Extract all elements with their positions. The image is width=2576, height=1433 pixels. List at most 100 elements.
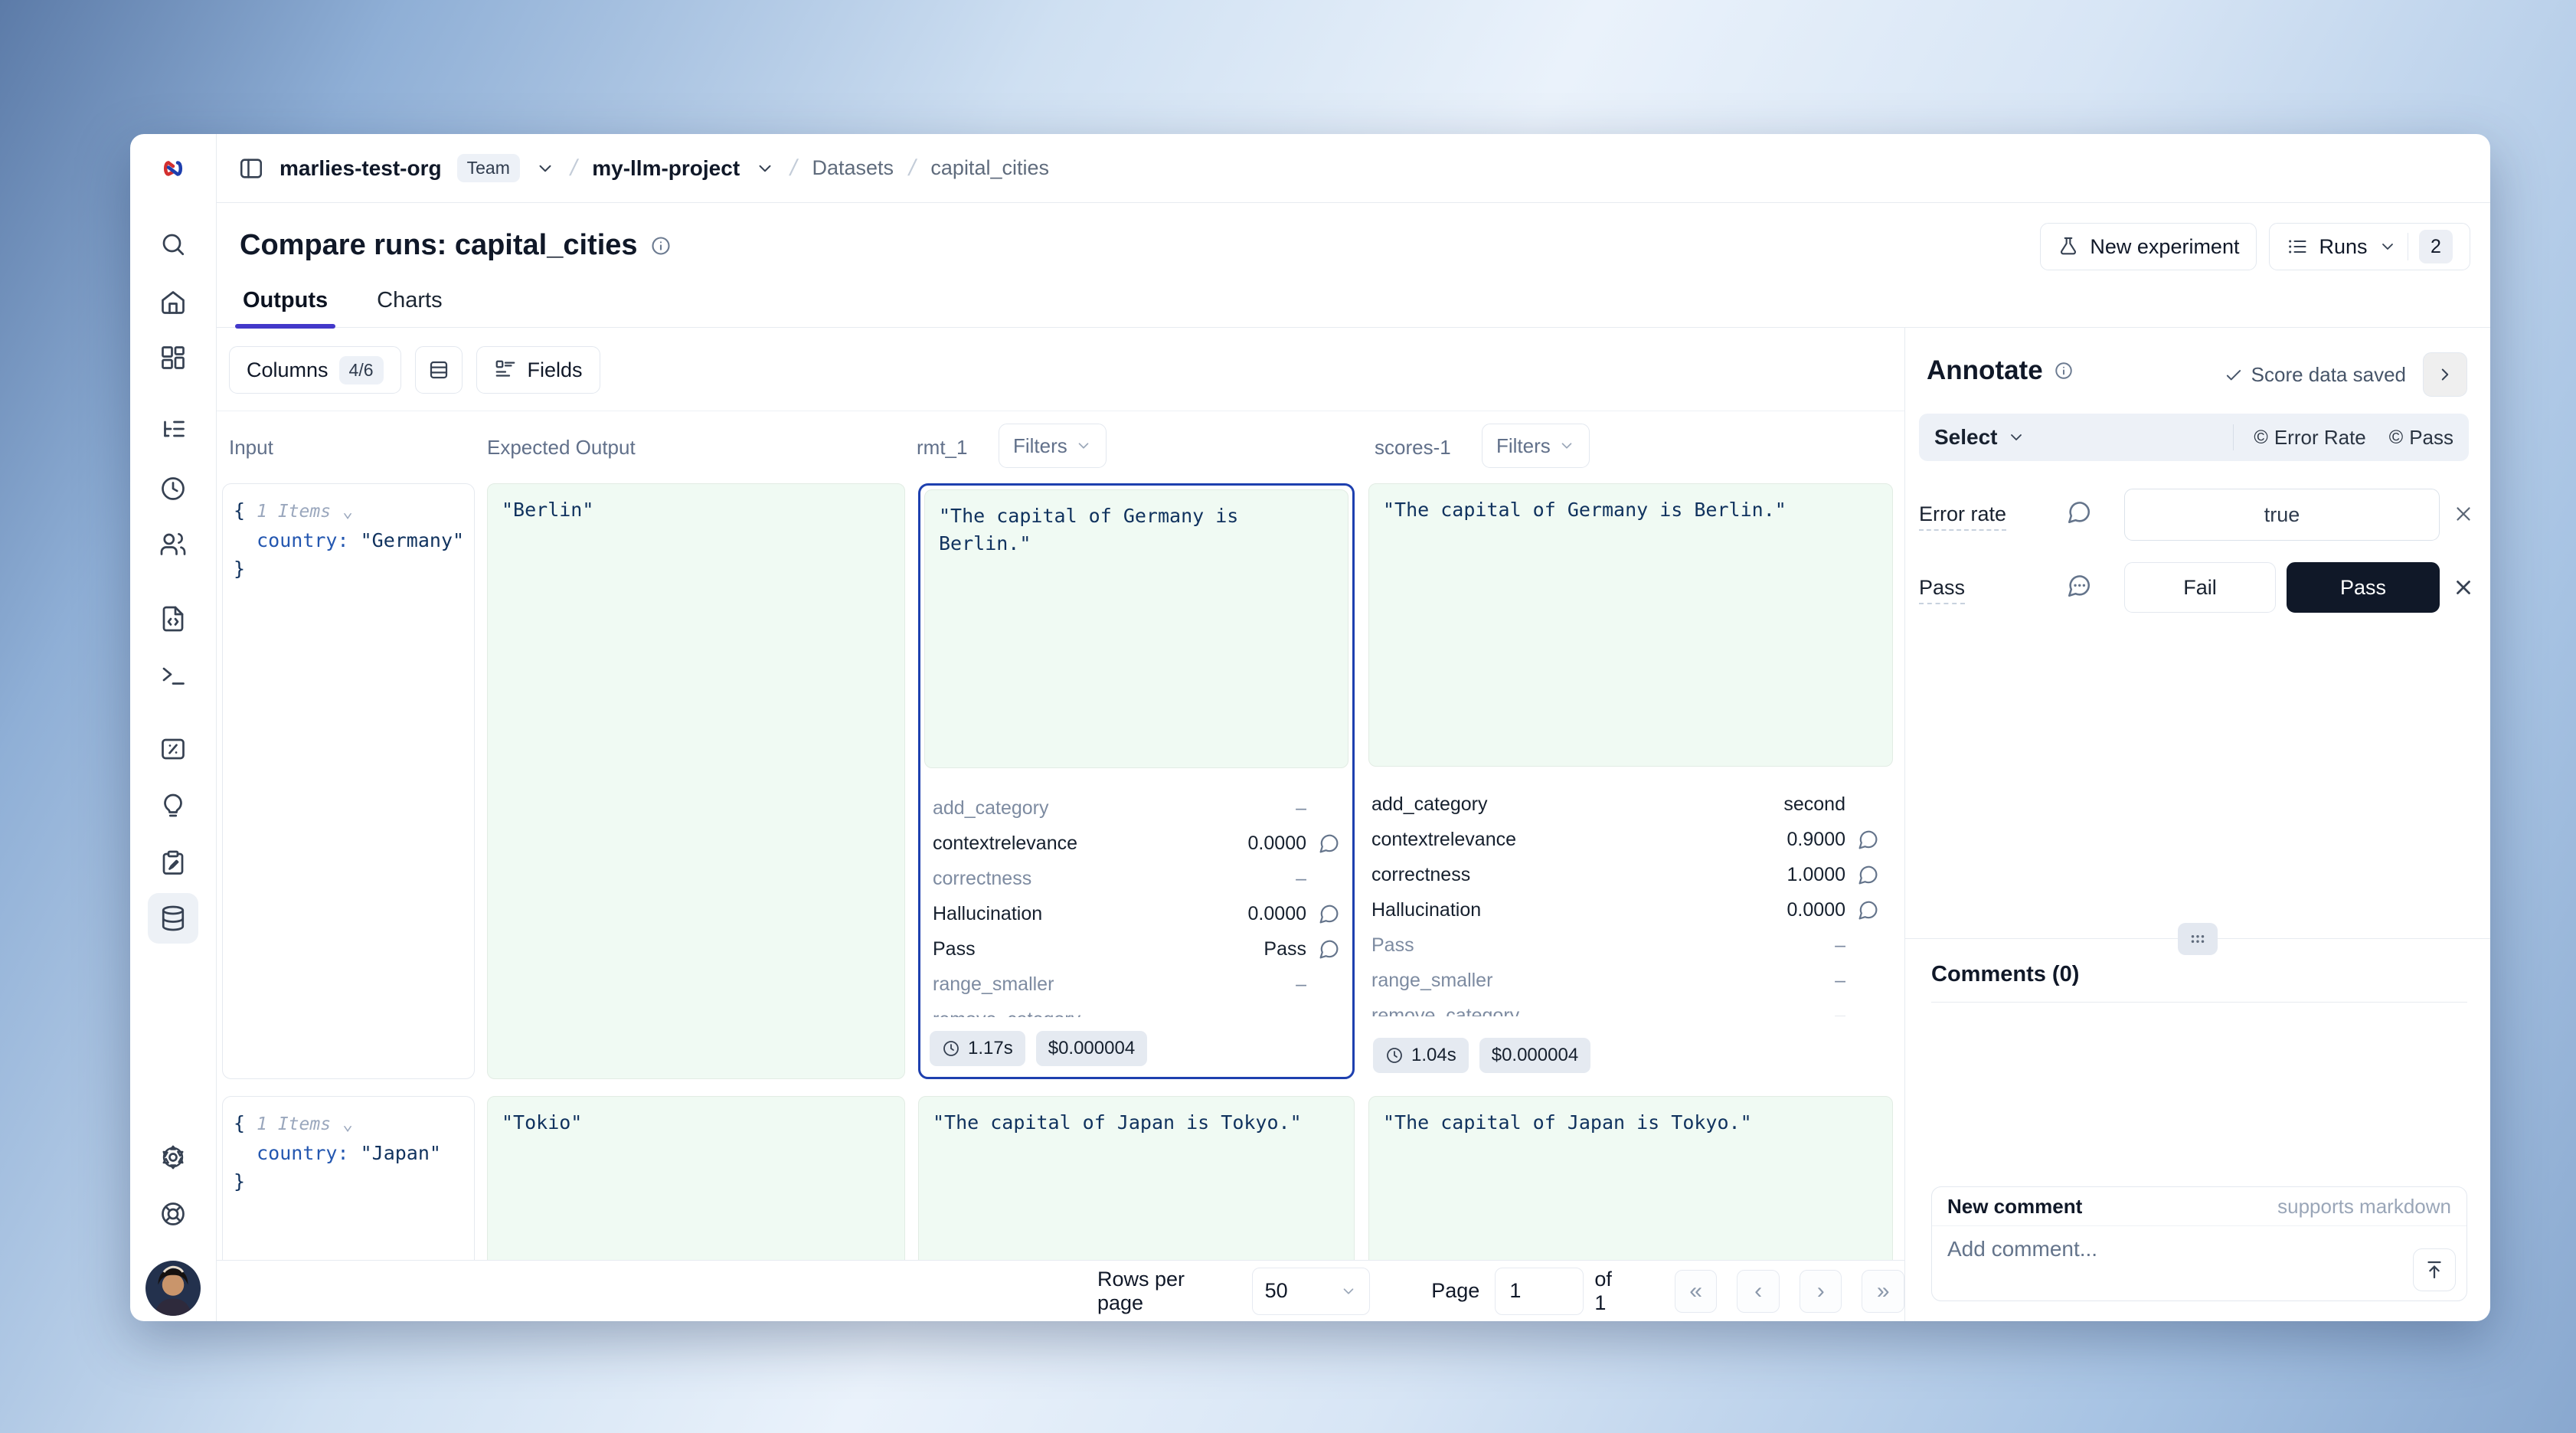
comments-divider bbox=[1931, 1002, 2467, 1003]
rows-per-page-select[interactable]: 50 bbox=[1251, 1267, 1371, 1315]
page-number-input[interactable] bbox=[1495, 1267, 1584, 1315]
column-header-input[interactable]: Input bbox=[229, 436, 273, 459]
run1-scores-list: add_category – contextrelevance 0.0000 cor… bbox=[920, 772, 1352, 1017]
lightbulb-icon[interactable] bbox=[159, 793, 187, 820]
chevron-down-icon bbox=[1343, 1287, 1354, 1294]
chevron-down-icon[interactable]: ⌄ bbox=[342, 502, 353, 522]
comment-icon[interactable] bbox=[1857, 829, 1879, 851]
column-header-run2[interactable]: scores-1 bbox=[1375, 436, 1451, 459]
users-icon[interactable] bbox=[159, 530, 187, 558]
markdown-hint: supports markdown bbox=[2277, 1194, 2451, 1218]
comment-icon[interactable] bbox=[1318, 938, 1340, 960]
prompts-file-icon[interactable] bbox=[159, 605, 187, 633]
chevron-right-icon bbox=[2441, 368, 2449, 381]
run2-output-box: "The capital of Germany is Berlin." bbox=[1368, 483, 1893, 767]
last-page-button[interactable]: » bbox=[1862, 1269, 1904, 1313]
comment-icon[interactable] bbox=[1857, 899, 1879, 921]
score-row: range_smaller – bbox=[933, 973, 1306, 995]
chevron-down-icon[interactable]: ⌄ bbox=[342, 1114, 353, 1134]
chip-error-rate[interactable]: © Error Rate bbox=[2254, 425, 2366, 449]
comment-icon[interactable] bbox=[1857, 864, 1879, 886]
pass-option-button[interactable]: Pass bbox=[2287, 562, 2440, 613]
clear-score-icon[interactable] bbox=[2452, 502, 2475, 529]
first-page-button[interactable]: « bbox=[1674, 1269, 1718, 1313]
search-icon[interactable] bbox=[159, 231, 187, 258]
columns-button[interactable]: Columns 4/6 bbox=[229, 346, 401, 394]
cost-badge: $0.000004 bbox=[1479, 1038, 1591, 1073]
tab-charts[interactable]: Charts bbox=[377, 288, 443, 312]
fail-option-button[interactable]: Fail bbox=[2124, 562, 2276, 613]
breadcrumb-datasets[interactable]: Datasets bbox=[812, 156, 894, 179]
comment-input[interactable] bbox=[1932, 1226, 2361, 1297]
select-score-dropdown[interactable]: Select bbox=[1934, 425, 2025, 450]
error-rate-label[interactable]: Error rate bbox=[1919, 502, 2007, 531]
comment-icon[interactable] bbox=[2066, 499, 2092, 529]
chevron-down-icon[interactable] bbox=[535, 159, 555, 178]
tracing-icon[interactable] bbox=[159, 417, 187, 445]
info-icon[interactable] bbox=[2054, 361, 2074, 381]
run1-filters-button[interactable]: Filters bbox=[999, 424, 1107, 468]
annotate-title: Annotate bbox=[1927, 355, 2074, 386]
row-height-button[interactable] bbox=[414, 346, 463, 394]
next-page-button[interactable]: › bbox=[1799, 1269, 1842, 1313]
previous-page-button[interactable]: ‹ bbox=[1737, 1269, 1780, 1313]
home-icon[interactable] bbox=[159, 289, 187, 316]
next-item-button[interactable] bbox=[2423, 352, 2467, 397]
input-cell[interactable]: { 1 Items ⌄ country: "Japan" } bbox=[222, 1096, 475, 1260]
comment-icon[interactable] bbox=[1318, 903, 1340, 925]
expected-output-cell[interactable]: "Berlin" bbox=[487, 483, 905, 1079]
run1-output-cell[interactable]: "The capital of Japan is Tokyo." bbox=[918, 1096, 1355, 1260]
sidebar-toggle-icon[interactable] bbox=[238, 155, 264, 182]
breadcrumb-org[interactable]: marlies-test-org bbox=[280, 155, 442, 180]
breadcrumb: marlies-test-org Team / my-llm-project /… bbox=[217, 134, 2490, 203]
breadcrumb-separator: / bbox=[567, 155, 580, 181]
run1-output-cell-selected[interactable]: "The capital of Germany is Berlin." add_… bbox=[918, 483, 1355, 1079]
comment-icon[interactable] bbox=[1318, 833, 1340, 855]
chevron-down-icon[interactable] bbox=[755, 159, 775, 178]
config-icon: © bbox=[2388, 426, 2404, 448]
tab-outputs[interactable]: Outputs bbox=[235, 288, 336, 329]
submit-comment-button[interactable] bbox=[2413, 1248, 2456, 1291]
pass-label[interactable]: Pass bbox=[1919, 576, 1966, 604]
annotation-clipboard-icon[interactable] bbox=[159, 849, 187, 877]
run2-scores-list: add_category second contextrelevance 0.900… bbox=[1368, 767, 1893, 1016]
run2-output-cell[interactable]: "The capital of Japan is Tokyo." bbox=[1368, 1096, 1893, 1260]
run2-filters-button[interactable]: Filters bbox=[1482, 424, 1590, 468]
chevron-down-icon bbox=[1561, 443, 1572, 449]
expected-output-cell[interactable]: "Tokio" bbox=[487, 1096, 905, 1260]
new-experiment-button[interactable]: New experiment bbox=[2040, 223, 2257, 270]
runs-button[interactable]: Runs 2 bbox=[2269, 223, 2470, 270]
info-icon[interactable] bbox=[650, 235, 672, 257]
page-label: Page bbox=[1431, 1279, 1480, 1302]
settings-gear-icon[interactable] bbox=[159, 1143, 187, 1171]
breadcrumb-project[interactable]: my-llm-project bbox=[592, 155, 740, 180]
chip-pass[interactable]: © Pass bbox=[2388, 425, 2453, 449]
user-avatar[interactable] bbox=[145, 1261, 201, 1316]
run1-output-box: "The capital of Germany is Berlin." bbox=[924, 489, 1348, 768]
comments-title: Comments (0) bbox=[1931, 962, 2080, 986]
run2-output-cell[interactable]: "The capital of Germany is Berlin." add_… bbox=[1368, 483, 1893, 1079]
clear-score-icon[interactable] bbox=[2452, 576, 2475, 603]
column-header-run1[interactable]: rmt_1 bbox=[917, 436, 968, 459]
org-logo[interactable] bbox=[159, 155, 187, 182]
tab-bar: Outputs Charts bbox=[235, 288, 450, 329]
sessions-clock-icon[interactable] bbox=[159, 475, 187, 502]
dashboard-icon[interactable] bbox=[159, 344, 187, 371]
datasets-active-item[interactable] bbox=[148, 893, 198, 944]
app-window: marlies-test-org Team / my-llm-project /… bbox=[130, 134, 2490, 1321]
support-lifebuoy-icon[interactable] bbox=[159, 1200, 187, 1228]
org-type-badge: Team bbox=[456, 154, 520, 182]
fields-button[interactable]: Fields bbox=[476, 346, 600, 394]
playground-terminal-icon[interactable] bbox=[159, 662, 187, 689]
run1-meta: 1.17s $0.000004 bbox=[920, 1031, 1352, 1077]
comment-icon[interactable] bbox=[2066, 573, 2092, 603]
pagination-bar: Rows per page 50 Page of 1 « ‹ › » bbox=[217, 1260, 1904, 1321]
column-header-expected[interactable]: Expected Output bbox=[487, 436, 636, 459]
rows-per-page-label: Rows per page bbox=[1097, 1267, 1185, 1314]
compare-table: Columns 4/6 Fields Input Expected Output… bbox=[217, 328, 1904, 1321]
resize-grip-handle[interactable] bbox=[2178, 923, 2218, 955]
error-rate-value-input[interactable] bbox=[2124, 489, 2440, 541]
evaluation-icon[interactable] bbox=[159, 735, 187, 763]
new-comment-title: New comment bbox=[1947, 1194, 2083, 1218]
input-cell[interactable]: { 1 Items ⌄ country: "Germany" } bbox=[222, 483, 475, 1079]
